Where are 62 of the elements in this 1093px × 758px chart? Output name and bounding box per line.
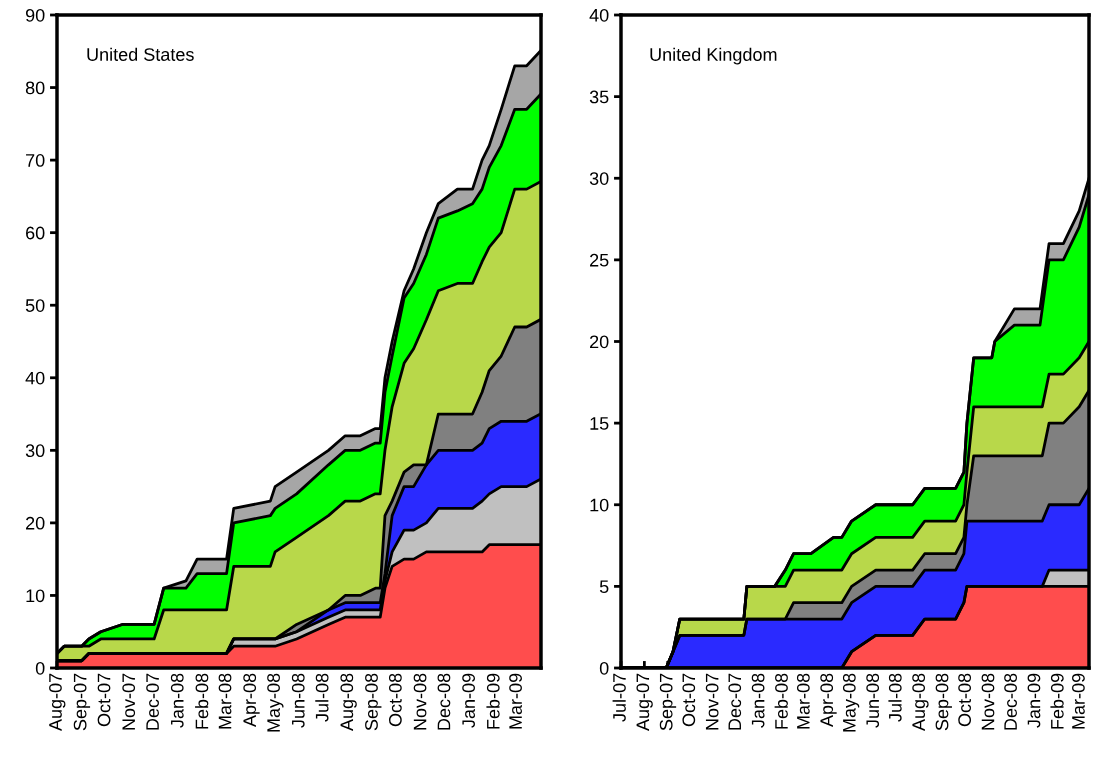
y-tick-label: 50	[25, 299, 45, 312]
x-tick-label: Jun-08	[291, 673, 305, 728]
y-tick-label: 10	[590, 498, 609, 512]
y-tick-label: 5	[599, 580, 609, 594]
x-tick-label: Dec-07	[146, 673, 159, 730]
y-tick-label: 30	[589, 172, 609, 185]
x-tick-label: Jan-08	[170, 673, 184, 728]
x-tick-label: Oct-08	[388, 673, 402, 727]
x-tick-label: Feb-09	[486, 673, 500, 729]
x-tick-label: Dec-07	[728, 673, 742, 730]
x-tick-label: Oct-07	[682, 673, 696, 727]
x-tick-label: Nov-08	[981, 673, 995, 730]
y-tick-label: 40	[589, 8, 609, 22]
y-tick-label: 35	[589, 90, 609, 104]
y-tick-label: 90	[25, 8, 45, 22]
x-tick-label: Nov-07	[122, 673, 136, 730]
x-tick-label: Jan-09	[1027, 673, 1041, 728]
y-tick-label: 20	[590, 335, 609, 349]
x-tick-label: Sep-07	[73, 673, 91, 731]
x-tick-label: Mar-09	[509, 673, 522, 729]
y-tick-label: 0	[35, 661, 45, 675]
x-tick-label: Dec-08	[437, 673, 451, 730]
x-tick-label: Feb-08	[774, 673, 788, 729]
x-tick-label: Mar-08	[218, 673, 232, 729]
x-tick-label: Feb-08	[195, 673, 209, 729]
x-tick-label: May-08	[842, 673, 860, 732]
x-tick-label: Mar-09	[1072, 673, 1085, 729]
y-tick-label: 20	[26, 516, 45, 530]
x-tick-label: Feb-09	[1050, 673, 1064, 729]
x-tick-label: Aug-07	[636, 673, 653, 732]
y-tick-label: 40	[25, 371, 45, 385]
y-tick-label: 25	[590, 253, 609, 267]
x-tick-label: Aug-07	[49, 673, 66, 732]
x-tick-label: Sep-08	[365, 673, 382, 731]
x-tick-label: Apr-08	[243, 673, 260, 728]
x-tick-label: Sep-07	[659, 673, 677, 731]
y-tick-label: 0	[599, 661, 609, 675]
y-tick-label: 10	[26, 589, 45, 603]
y-tick-label: 30	[25, 444, 45, 458]
x-tick-label: Jan-08	[751, 673, 765, 728]
y-tick-label: 15	[590, 417, 609, 430]
x-tick-label: Aug-08	[912, 673, 929, 732]
x-tick-label: Aug-08	[340, 673, 357, 732]
text: United States	[87, 47, 194, 61]
x-tick-label: Dec-08	[1004, 673, 1017, 730]
x-tick-label: Jul-08	[315, 673, 329, 722]
x-tick-label: Sep-08	[935, 673, 952, 731]
y-tick-label: 80	[25, 81, 45, 95]
x-tick-label: Jul-08	[888, 673, 902, 722]
x-tick-label: Nov-07	[705, 673, 719, 730]
x-tick-label: Jul-07	[612, 673, 626, 722]
x-tick-label: May-08	[267, 673, 284, 732]
x-tick-label: Apr-08	[820, 673, 837, 728]
text: United Kingdom	[650, 47, 777, 65]
x-tick-label: Mar-08	[796, 673, 810, 729]
x-tick-label: Oct-07	[97, 673, 111, 727]
x-tick-label: Oct-08	[958, 673, 972, 727]
x-tick-label: Nov-08	[413, 673, 427, 730]
x-tick-label: Jan-09	[462, 673, 475, 728]
y-tick-label: 60	[26, 226, 45, 240]
x-tick-label: Jun-08	[866, 673, 880, 728]
y-tick-label: 70	[26, 154, 45, 167]
